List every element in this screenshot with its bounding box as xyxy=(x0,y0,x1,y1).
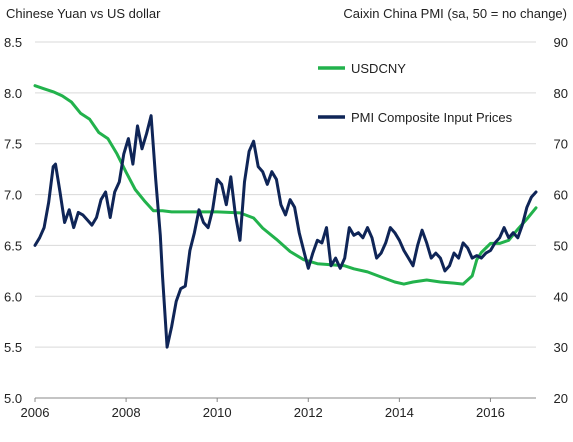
x-tick-label: 2012 xyxy=(294,405,323,420)
series-line-pmi-input-prices xyxy=(33,114,538,349)
legend: USDCNY PMI Composite Input Prices xyxy=(318,61,513,125)
y-left-tick-label: 5.5 xyxy=(4,340,22,355)
y-left-tick-label: 7.0 xyxy=(4,188,22,203)
legend-label: USDCNY xyxy=(351,61,406,76)
gridlines xyxy=(35,41,536,399)
series-layer xyxy=(33,84,538,349)
axes: 5.0 5.5 6.0 6.5 7.0 7.5 8.0 8.5 20 30 40 50 60 70 80 90… xyxy=(4,35,568,420)
x-tick-label: 2010 xyxy=(203,405,232,420)
right-axis-title: Caixin China PMI (sa, 50 = no change) xyxy=(343,6,567,21)
y-left-tick-label: 8.0 xyxy=(4,86,22,101)
x-tick-label: 2014 xyxy=(385,405,414,420)
y-left-tick-label: 7.5 xyxy=(4,137,22,152)
y-right-tick-label: 50 xyxy=(554,238,568,253)
y-left-tick-label: 5.0 xyxy=(4,391,22,406)
y-left-tick-label: 8.5 xyxy=(4,35,22,50)
y-right-tick-label: 90 xyxy=(554,35,568,50)
y-right-tick-label: 70 xyxy=(554,137,568,152)
x-tick-label: 2016 xyxy=(476,405,505,420)
left-axis-title: Chinese Yuan vs US dollar xyxy=(6,6,161,21)
series-line-usdcny xyxy=(33,84,538,286)
legend-label: PMI Composite Input Prices xyxy=(351,110,513,125)
x-tick-label: 2008 xyxy=(112,405,141,420)
y-left-tick-label: 6.5 xyxy=(4,238,22,253)
y-right-tick-label: 30 xyxy=(554,340,568,355)
y-right-tick-label: 40 xyxy=(554,289,568,304)
y-right-tick-label: 20 xyxy=(554,391,568,406)
x-tick-label: 2006 xyxy=(21,405,50,420)
y-left-tick-label: 6.0 xyxy=(4,289,22,304)
y-right-tick-label: 60 xyxy=(554,188,568,203)
y-right-tick-label: 80 xyxy=(554,86,568,101)
